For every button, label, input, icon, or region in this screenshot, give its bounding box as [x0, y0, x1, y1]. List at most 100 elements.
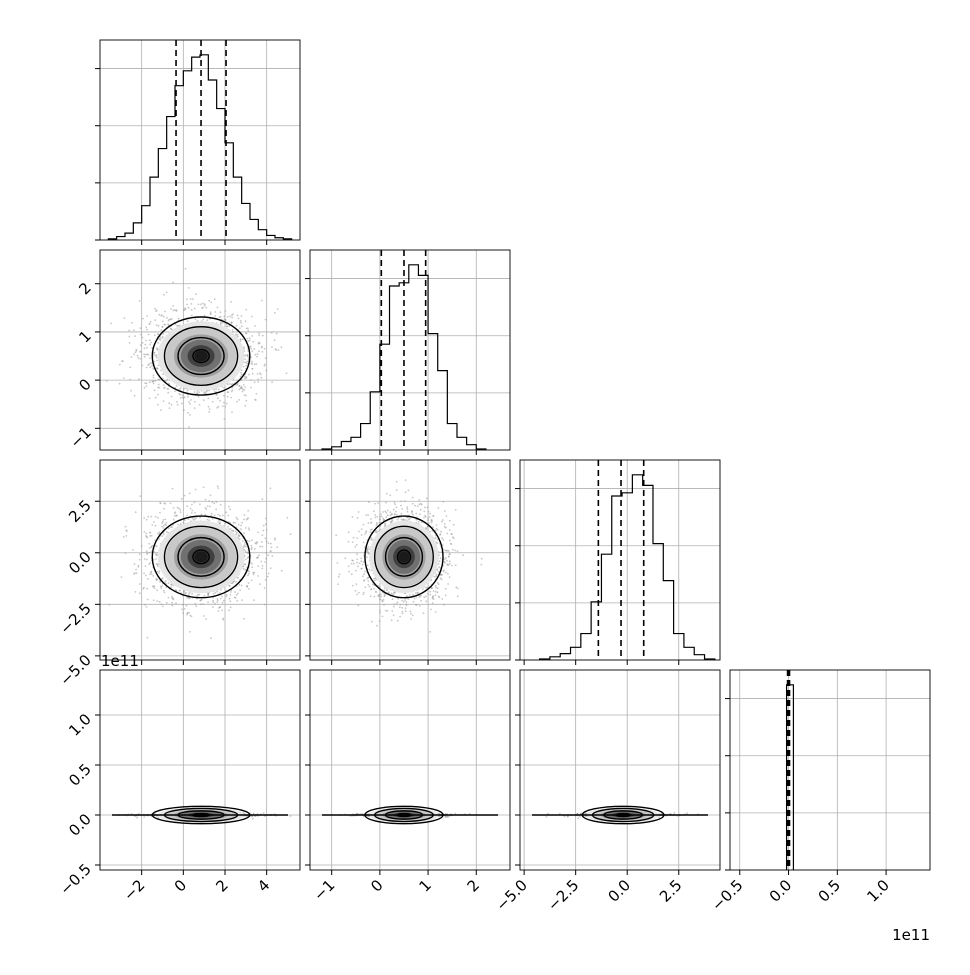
sample-point	[153, 360, 155, 363]
sample-point	[225, 402, 228, 405]
panel-frame	[309, 669, 511, 871]
hist-panel-p1	[310, 250, 510, 450]
sample-point	[153, 334, 156, 337]
sample-point	[357, 511, 360, 513]
x-offset-label: 1e11	[892, 926, 930, 944]
sample-point	[211, 401, 214, 403]
contour-line	[177, 336, 225, 376]
sample-point	[243, 518, 245, 521]
sample-point	[436, 581, 439, 584]
sample-point	[162, 527, 165, 529]
sample-point	[438, 566, 441, 568]
sample-point	[425, 497, 428, 500]
sample-point	[360, 528, 363, 530]
sample-point	[197, 303, 200, 306]
sample-point	[148, 547, 151, 549]
sample-point	[217, 610, 220, 612]
sample-point	[425, 600, 428, 603]
sample-point	[249, 561, 252, 564]
sample-point	[229, 383, 231, 385]
sample-point	[243, 548, 246, 551]
sample-point	[170, 583, 173, 586]
sample-point	[166, 317, 168, 319]
sample-point	[178, 507, 180, 510]
sample-point	[248, 570, 251, 573]
sample-point	[261, 545, 264, 548]
sample-point	[407, 598, 410, 600]
sample-point	[240, 315, 243, 317]
sample-point	[412, 593, 415, 596]
sample-point	[209, 311, 212, 313]
sample-point	[261, 534, 264, 536]
sample-point	[146, 558, 148, 561]
sample-point	[370, 522, 372, 524]
sample-point	[360, 557, 362, 560]
sample-point	[164, 380, 167, 382]
sample-point	[211, 501, 214, 504]
sample-point	[448, 576, 451, 579]
sample-point	[110, 322, 113, 325]
sample-point	[209, 312, 212, 315]
sample-point	[401, 606, 404, 609]
sample-point	[410, 612, 412, 615]
sample-point	[242, 567, 245, 570]
sample-point	[199, 303, 202, 306]
sample-point	[205, 618, 207, 620]
sample-point	[686, 812, 689, 814]
sample-point	[210, 512, 213, 515]
sample-point	[441, 519, 444, 521]
sample-point	[180, 497, 183, 500]
sample-point	[152, 558, 155, 561]
sample-point	[183, 494, 186, 497]
sample-point	[259, 373, 262, 376]
sample-point	[366, 556, 368, 558]
sample-point	[183, 409, 185, 412]
sample-point	[377, 530, 379, 533]
sample-point	[251, 566, 254, 569]
sample-point	[429, 593, 432, 596]
sample-point	[172, 507, 175, 509]
sample-point	[266, 575, 269, 578]
sample-point	[241, 390, 244, 393]
sample-point	[256, 355, 258, 358]
sample-point	[441, 520, 443, 523]
sample-point	[374, 514, 377, 516]
sample-point	[159, 339, 162, 342]
sample-point	[244, 550, 247, 553]
sample-point	[132, 549, 134, 551]
sample-point	[204, 498, 207, 501]
sample-point	[545, 816, 548, 818]
sample-point	[255, 363, 258, 365]
sample-point	[213, 514, 216, 517]
sample-point	[260, 376, 263, 379]
sample-point	[167, 582, 170, 584]
sample-point	[137, 566, 140, 568]
sample-point	[189, 614, 192, 617]
contour-line	[373, 525, 434, 589]
sample-point	[248, 337, 251, 340]
sample-point	[166, 388, 169, 390]
sample-point	[447, 583, 449, 585]
sample-point	[175, 310, 178, 312]
sample-point	[362, 593, 365, 596]
sample-point	[215, 393, 218, 396]
sample-point	[219, 504, 222, 506]
sample-point	[379, 515, 381, 518]
sample-point	[202, 318, 205, 321]
sample-point	[269, 550, 272, 553]
sample-point	[378, 595, 381, 598]
sample-point	[212, 601, 215, 604]
sample-point	[239, 589, 242, 591]
sample-point	[245, 364, 248, 367]
sample-point	[448, 560, 451, 563]
sample-point	[245, 327, 248, 330]
sample-point	[265, 540, 268, 543]
sample-point	[434, 594, 437, 596]
sample-point	[191, 517, 194, 519]
sample-point	[435, 586, 437, 589]
sample-point	[337, 575, 340, 578]
sample-point	[186, 613, 189, 616]
panel-frame	[309, 249, 511, 451]
sample-point	[189, 507, 192, 510]
sample-point	[420, 599, 422, 602]
